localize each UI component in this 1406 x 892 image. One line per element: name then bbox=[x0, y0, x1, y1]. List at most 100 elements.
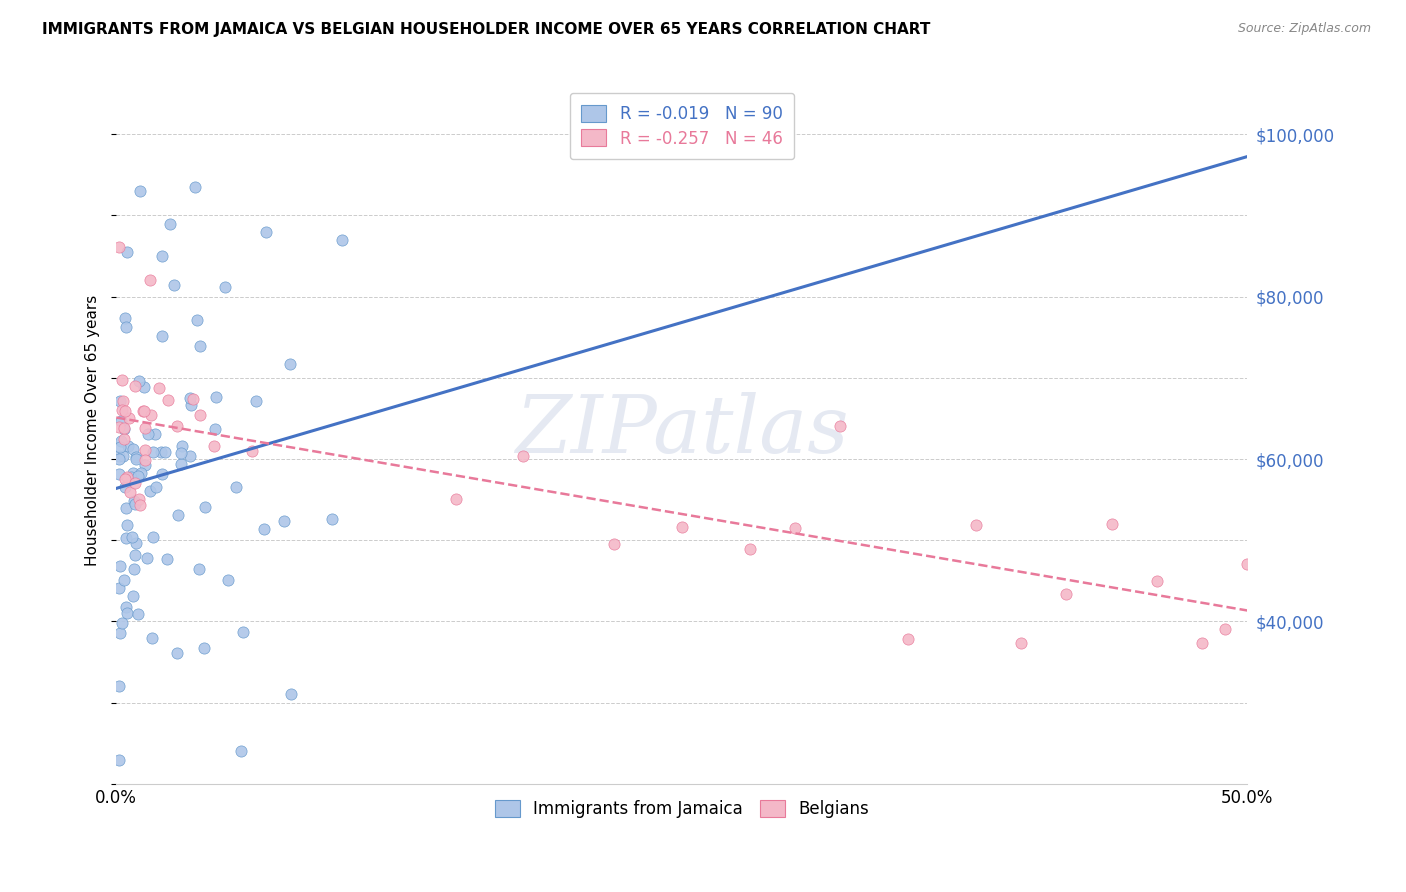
Y-axis label: Householder Income Over 65 years: Householder Income Over 65 years bbox=[86, 295, 100, 566]
Point bbox=[129, 466, 152, 480]
Point bbox=[110, 373, 132, 387]
Point bbox=[115, 531, 138, 545]
Point bbox=[114, 311, 136, 326]
Point bbox=[111, 615, 134, 630]
Point bbox=[108, 440, 131, 454]
Point bbox=[150, 467, 173, 482]
Point bbox=[194, 500, 217, 515]
Point bbox=[204, 422, 226, 436]
Point bbox=[166, 508, 188, 523]
Point bbox=[114, 472, 136, 486]
Point bbox=[190, 339, 212, 353]
Point bbox=[444, 491, 467, 506]
Point bbox=[128, 184, 150, 198]
Point bbox=[127, 469, 149, 483]
Point bbox=[139, 273, 162, 287]
Point bbox=[738, 542, 761, 557]
Point bbox=[143, 426, 166, 441]
Point bbox=[214, 280, 236, 294]
Point bbox=[179, 450, 201, 464]
Point bbox=[897, 632, 920, 647]
Point bbox=[128, 374, 150, 388]
Point bbox=[280, 687, 302, 701]
Point bbox=[229, 744, 252, 758]
Point bbox=[115, 599, 138, 614]
Point bbox=[107, 449, 129, 463]
Point bbox=[148, 381, 170, 395]
Point bbox=[170, 439, 193, 453]
Point bbox=[149, 445, 172, 459]
Point bbox=[162, 277, 184, 292]
Point bbox=[112, 422, 135, 436]
Point bbox=[110, 434, 132, 448]
Point bbox=[166, 647, 188, 661]
Point bbox=[139, 484, 162, 499]
Point bbox=[112, 574, 135, 588]
Point bbox=[108, 419, 131, 434]
Point bbox=[118, 485, 141, 500]
Point bbox=[193, 640, 215, 655]
Point bbox=[107, 679, 129, 693]
Point bbox=[136, 426, 159, 441]
Point bbox=[205, 390, 228, 404]
Point bbox=[141, 631, 163, 645]
Point bbox=[124, 493, 146, 508]
Point bbox=[132, 404, 155, 418]
Point bbox=[114, 404, 136, 418]
Point bbox=[111, 449, 134, 463]
Point bbox=[128, 491, 150, 506]
Point bbox=[253, 522, 276, 536]
Point bbox=[114, 480, 136, 494]
Point bbox=[108, 625, 131, 640]
Point bbox=[150, 328, 173, 343]
Point bbox=[112, 421, 135, 435]
Point bbox=[188, 408, 211, 422]
Point bbox=[115, 320, 138, 334]
Point bbox=[142, 444, 165, 458]
Point bbox=[117, 517, 139, 532]
Point bbox=[671, 520, 693, 534]
Text: ZIPatlas: ZIPatlas bbox=[515, 392, 849, 469]
Point bbox=[121, 589, 143, 603]
Point bbox=[115, 470, 138, 484]
Point bbox=[134, 458, 156, 472]
Point bbox=[110, 414, 132, 428]
Point bbox=[128, 498, 150, 512]
Point bbox=[1146, 574, 1168, 588]
Point bbox=[114, 501, 136, 516]
Point bbox=[1236, 557, 1258, 571]
Point bbox=[134, 380, 156, 394]
Point bbox=[115, 245, 138, 260]
Point bbox=[107, 452, 129, 467]
Point bbox=[134, 421, 156, 435]
Point bbox=[1213, 622, 1236, 636]
Point bbox=[118, 410, 141, 425]
Point bbox=[127, 607, 149, 621]
Point bbox=[150, 249, 173, 263]
Point bbox=[124, 562, 146, 576]
Point bbox=[124, 548, 146, 562]
Text: Source: ZipAtlas.com: Source: ZipAtlas.com bbox=[1237, 22, 1371, 36]
Point bbox=[108, 753, 131, 767]
Point bbox=[107, 240, 129, 254]
Point bbox=[181, 392, 204, 407]
Point bbox=[240, 443, 263, 458]
Point bbox=[170, 458, 193, 472]
Point bbox=[180, 397, 202, 411]
Point bbox=[254, 225, 277, 239]
Point bbox=[783, 521, 806, 535]
Point bbox=[156, 552, 179, 566]
Text: IMMIGRANTS FROM JAMAICA VS BELGIAN HOUSEHOLDER INCOME OVER 65 YEARS CORRELATION : IMMIGRANTS FROM JAMAICA VS BELGIAN HOUSE… bbox=[42, 22, 931, 37]
Point bbox=[187, 561, 209, 575]
Point bbox=[603, 537, 626, 551]
Point bbox=[108, 393, 131, 408]
Point bbox=[225, 480, 247, 494]
Point bbox=[1054, 587, 1077, 601]
Point bbox=[321, 512, 343, 526]
Point bbox=[232, 625, 254, 640]
Point bbox=[107, 467, 129, 481]
Point bbox=[278, 357, 301, 371]
Point bbox=[135, 550, 157, 565]
Point bbox=[156, 393, 179, 408]
Legend: Immigrants from Jamaica, Belgians: Immigrants from Jamaica, Belgians bbox=[488, 793, 876, 825]
